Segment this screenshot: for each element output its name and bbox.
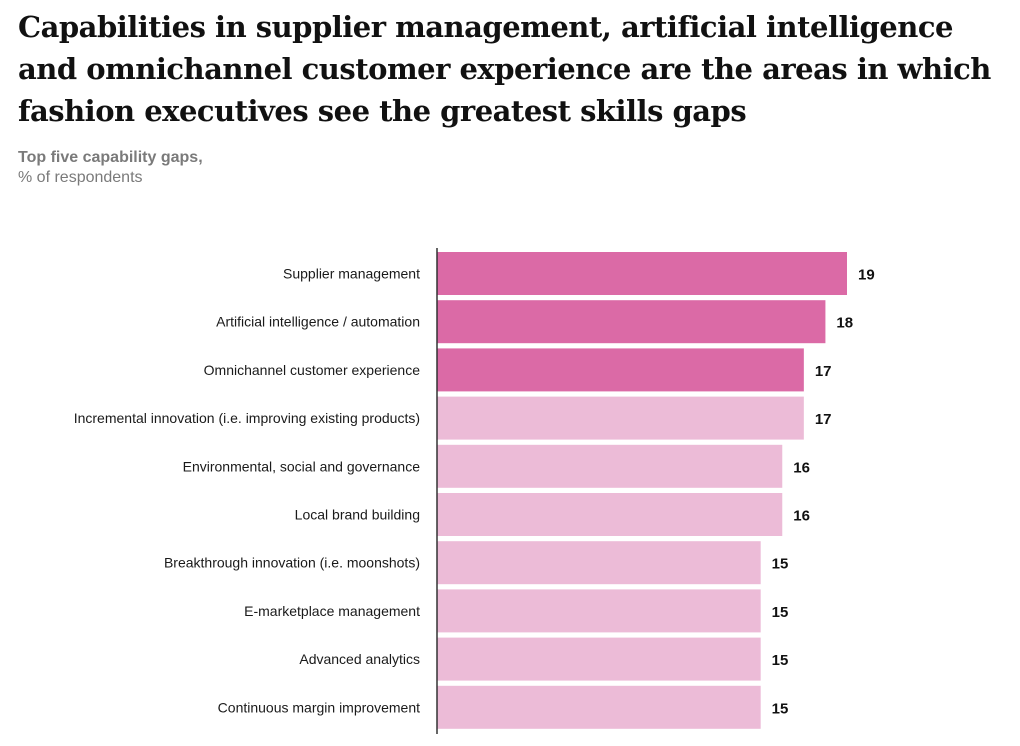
bar-1 — [437, 300, 826, 344]
bar-3 — [437, 396, 804, 440]
value-label: 17 — [815, 363, 832, 380]
category-label: Omnichannel customer experience — [204, 362, 421, 378]
bar-2 — [437, 348, 804, 392]
bar-7 — [437, 589, 761, 633]
value-label: 15 — [772, 700, 789, 717]
bar-6 — [437, 541, 761, 585]
value-label: 16 — [793, 459, 810, 476]
category-label: Artificial intelligence / automation — [216, 314, 420, 330]
value-label: 15 — [772, 652, 789, 669]
bar-8 — [437, 637, 761, 681]
category-label: Local brand building — [295, 507, 420, 523]
category-label: Advanced analytics — [299, 651, 420, 667]
category-label: Environmental, social and governance — [183, 458, 421, 474]
category-label: E-marketplace management — [244, 603, 420, 619]
value-label: 16 — [793, 508, 810, 525]
bar-9 — [437, 685, 761, 729]
category-label: Breakthrough innovation (i.e. moonshots) — [164, 555, 420, 571]
category-label: Continuous margin improvement — [218, 699, 420, 715]
category-label: Supplier management — [283, 266, 420, 282]
value-label: 19 — [858, 267, 875, 284]
subtitle-line-1: Top five capability gaps, — [18, 149, 203, 166]
category-label: Incremental innovation (i.e. improving e… — [74, 410, 420, 426]
value-label: 15 — [772, 604, 789, 621]
value-label: 15 — [772, 556, 789, 573]
bar-4 — [437, 444, 783, 488]
bar-5 — [437, 493, 783, 536]
bar-0 — [437, 252, 847, 295]
value-label: 18 — [836, 315, 853, 332]
subtitle-line-2: % of respondents — [18, 169, 143, 186]
chart-title: Capabilities in supplier management, art… — [18, 10, 991, 128]
chart-subtitle: Top five capability gaps, % of responden… — [18, 148, 203, 188]
value-label: 17 — [815, 411, 832, 428]
